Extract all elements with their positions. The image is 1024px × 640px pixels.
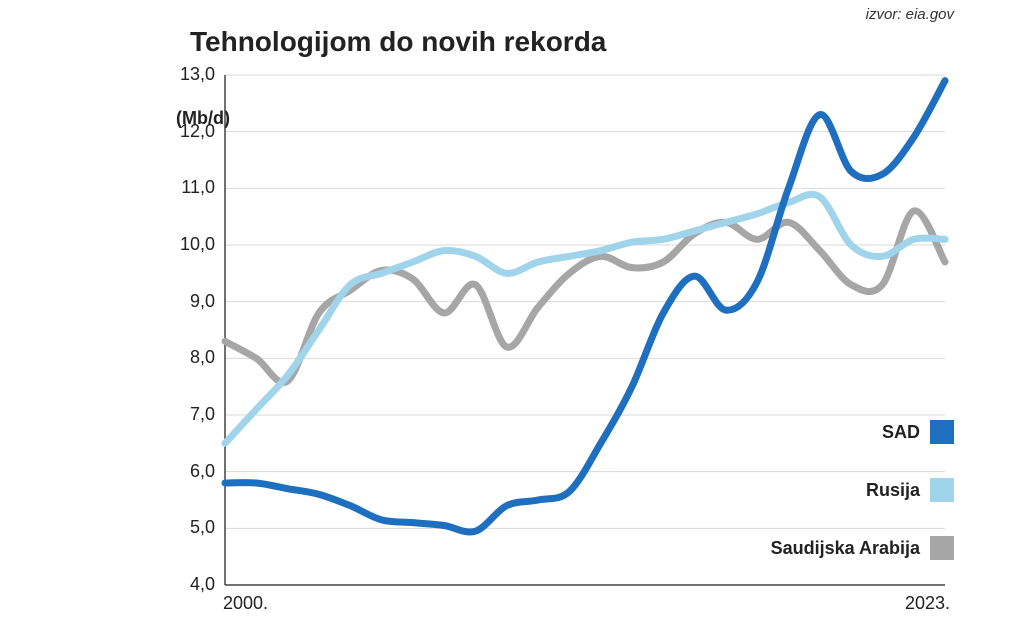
x-tick-label: 2000. [223,593,268,614]
y-tick-label: 6,0 [165,461,215,482]
legend-swatch [930,536,954,560]
legend-label: Rusija [866,480,920,501]
y-tick-label: 4,0 [165,574,215,595]
y-tick-label: 12,0 [165,121,215,142]
series-line [225,194,945,443]
y-tick-label: 11,0 [165,177,215,198]
x-tick-label: 2023. [895,593,950,614]
y-tick-label: 7,0 [165,404,215,425]
y-tick-label: 5,0 [165,517,215,538]
y-tick-label: 10,0 [165,234,215,255]
legend-item: SAD [882,420,954,444]
chart-series [225,81,945,532]
legend-item: Rusija [866,478,954,502]
legend-item: Saudijska Arabija [771,536,954,560]
legend-label: Saudijska Arabija [771,538,920,559]
series-line [225,211,945,383]
y-tick-label: 13,0 [165,64,215,85]
legend-label: SAD [882,422,920,443]
y-tick-label: 8,0 [165,347,215,368]
legend-swatch [930,478,954,502]
y-tick-label: 9,0 [165,291,215,312]
legend-swatch [930,420,954,444]
